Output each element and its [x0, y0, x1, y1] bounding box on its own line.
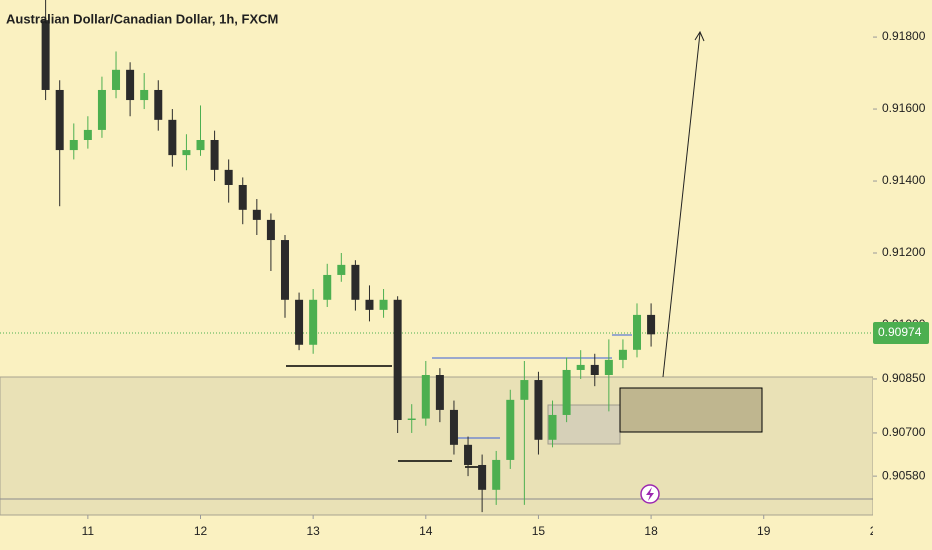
candle-body — [196, 139, 205, 151]
chart-title: Australian Dollar/Canadian Dollar, 1h, F… — [6, 11, 278, 26]
candle-body — [309, 299, 318, 345]
candle-body — [238, 184, 247, 210]
candle-body — [421, 375, 430, 419]
order-block — [547, 404, 621, 445]
candle-body — [449, 409, 458, 445]
y-tick-label: 0.90580 — [882, 468, 926, 482]
x-axis: 1112131415181920 — [82, 515, 883, 538]
candle-body — [337, 264, 346, 275]
last-price-label: 0.90974 — [878, 325, 922, 339]
candle-body — [464, 444, 473, 465]
candle-body — [407, 418, 416, 420]
candle-body — [435, 375, 444, 410]
candle-body — [182, 150, 191, 156]
candle-body — [210, 139, 219, 170]
candle-body — [478, 464, 487, 490]
candle-body — [295, 299, 304, 345]
price-axis — [873, 0, 932, 550]
candle-body — [548, 414, 557, 440]
y-tick-label: 0.91200 — [882, 245, 926, 259]
candle-body — [492, 459, 501, 490]
y-tick-label: 0.90700 — [882, 425, 926, 439]
x-tick-label: 12 — [194, 524, 208, 538]
projection-arrow — [662, 32, 701, 378]
candle-body — [140, 89, 149, 101]
candle-body — [224, 169, 233, 185]
x-tick-label: 19 — [757, 524, 771, 538]
candle-body — [83, 129, 92, 140]
x-tick-label: 14 — [419, 524, 433, 538]
candle-body — [154, 89, 163, 120]
candle-body — [69, 139, 78, 151]
drawings — [0, 30, 874, 516]
x-tick-label: 11 — [82, 524, 95, 538]
y-tick-label: 0.91400 — [882, 173, 926, 187]
candle-body — [647, 314, 656, 335]
candle-body — [323, 274, 332, 300]
candle-body — [506, 399, 515, 460]
candle-body — [126, 69, 135, 101]
candle-body — [365, 299, 374, 310]
y-tick-label: 0.91600 — [882, 101, 926, 115]
y-tick-label: 0.90850 — [882, 371, 926, 385]
x-tick-label: 15 — [532, 524, 546, 538]
order-block — [619, 387, 763, 433]
candle-body — [393, 299, 402, 420]
candle-body — [97, 89, 106, 130]
candle-body — [604, 359, 613, 376]
candle-body — [379, 299, 388, 310]
candle-body — [351, 264, 360, 300]
candle-body — [633, 314, 642, 350]
x-tick-label: 18 — [644, 524, 658, 538]
candle-body — [168, 119, 177, 156]
x-tick-label: 13 — [306, 524, 320, 538]
candle-body — [534, 380, 543, 440]
candle-body — [576, 364, 585, 370]
candle-body — [252, 209, 261, 220]
candle-body — [266, 219, 275, 241]
last-price-box — [873, 322, 929, 344]
candle-body — [590, 364, 599, 376]
arrow-head — [694, 30, 705, 42]
candle-body — [280, 240, 289, 300]
candle-body — [55, 89, 64, 151]
candle-body — [562, 369, 571, 415]
candle-body — [41, 20, 50, 90]
candle-body — [618, 349, 627, 360]
candle-body — [112, 69, 121, 90]
candle-body — [520, 380, 529, 400]
event-bolt — [646, 487, 654, 501]
candles — [41, 0, 656, 513]
y-tick-label: 0.91800 — [882, 29, 926, 43]
